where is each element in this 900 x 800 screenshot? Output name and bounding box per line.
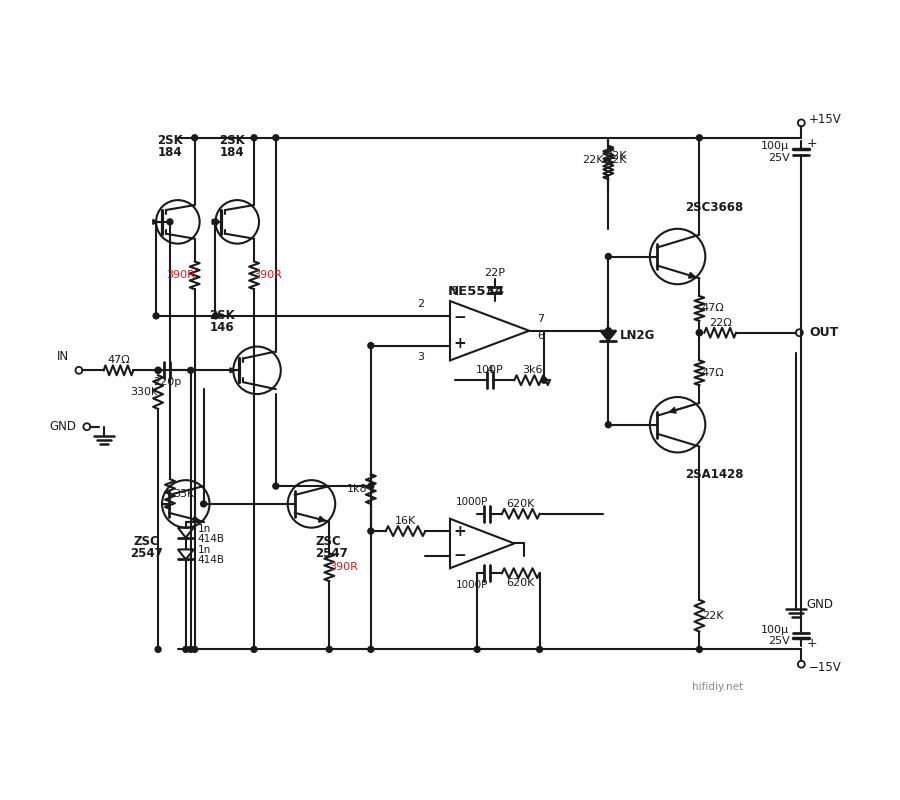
Text: LN2G: LN2G: [620, 329, 655, 342]
Text: 16K: 16K: [395, 516, 416, 526]
Text: 1000P: 1000P: [456, 497, 489, 507]
Circle shape: [192, 134, 198, 141]
Circle shape: [697, 134, 702, 141]
Text: 22K: 22K: [703, 610, 724, 621]
Text: GND: GND: [806, 598, 833, 611]
Circle shape: [697, 330, 702, 336]
Text: hifidiy.net: hifidiy.net: [691, 682, 742, 692]
Circle shape: [212, 219, 219, 225]
Text: 1k8: 1k8: [346, 484, 367, 494]
Circle shape: [188, 646, 194, 652]
Text: 414B: 414B: [198, 555, 225, 566]
Text: 100P: 100P: [476, 366, 503, 375]
Circle shape: [606, 328, 611, 334]
Text: 220p: 220p: [153, 377, 181, 387]
Circle shape: [155, 646, 161, 652]
Circle shape: [327, 646, 332, 652]
Text: IN: IN: [57, 350, 69, 363]
Text: 1n: 1n: [198, 524, 211, 534]
Text: 1n: 1n: [198, 546, 211, 555]
Text: 2SA1428: 2SA1428: [686, 468, 744, 481]
Text: 2SK: 2SK: [158, 134, 183, 147]
Text: ZSC: ZSC: [315, 535, 341, 548]
Text: +: +: [454, 524, 466, 539]
Text: 390R: 390R: [328, 562, 357, 572]
Text: 8: 8: [486, 286, 493, 296]
Text: 1000P: 1000P: [456, 580, 489, 590]
Circle shape: [697, 330, 702, 336]
Text: 3k6: 3k6: [522, 366, 543, 375]
Circle shape: [697, 646, 702, 652]
Text: 100μ: 100μ: [761, 625, 789, 634]
Text: OUT: OUT: [809, 326, 839, 339]
Text: 22K: 22K: [606, 154, 627, 165]
Text: 47Ω: 47Ω: [702, 303, 724, 314]
Text: 620K: 620K: [507, 578, 535, 588]
Text: −15V: −15V: [809, 661, 842, 674]
Text: 2: 2: [417, 299, 424, 309]
Circle shape: [192, 646, 198, 652]
Text: −: −: [454, 548, 466, 563]
Text: +: +: [454, 336, 466, 351]
Text: 22Ω: 22Ω: [709, 318, 732, 328]
Text: 620K: 620K: [507, 499, 535, 509]
Text: 4: 4: [486, 366, 493, 375]
Circle shape: [155, 367, 161, 374]
Text: 7: 7: [537, 314, 544, 324]
Circle shape: [273, 483, 279, 489]
Text: NE5534: NE5534: [448, 285, 505, 298]
Circle shape: [606, 422, 611, 428]
Circle shape: [188, 367, 194, 374]
Circle shape: [368, 646, 373, 652]
Text: 6: 6: [537, 330, 544, 341]
Circle shape: [536, 646, 543, 652]
Text: 390R: 390R: [254, 270, 283, 280]
Text: ZSC: ZSC: [133, 535, 159, 548]
Text: 414B: 414B: [198, 534, 225, 543]
Text: 2SK: 2SK: [220, 134, 245, 147]
Text: −: −: [454, 310, 466, 326]
Circle shape: [201, 501, 207, 507]
Circle shape: [273, 134, 279, 141]
Circle shape: [212, 313, 219, 319]
Text: 330k: 330k: [130, 387, 158, 397]
Circle shape: [251, 134, 257, 141]
Circle shape: [183, 646, 189, 652]
Text: 2SK: 2SK: [210, 310, 235, 322]
Circle shape: [541, 378, 547, 383]
Circle shape: [368, 483, 373, 489]
Text: +: +: [806, 137, 817, 150]
Text: 100μ: 100μ: [761, 141, 789, 150]
Text: 25V: 25V: [768, 153, 789, 162]
Circle shape: [251, 646, 257, 652]
Text: 47Ω: 47Ω: [107, 355, 130, 366]
Text: 2547: 2547: [130, 547, 163, 560]
Text: 3: 3: [417, 353, 424, 362]
Text: 146: 146: [210, 322, 235, 334]
Text: 25V: 25V: [768, 637, 789, 646]
Circle shape: [167, 219, 173, 225]
Text: 184: 184: [158, 146, 183, 159]
Text: 390R: 390R: [166, 270, 195, 280]
Circle shape: [474, 646, 481, 652]
Circle shape: [153, 313, 159, 319]
Polygon shape: [600, 330, 617, 341]
Text: 22K: 22K: [606, 150, 627, 161]
Circle shape: [368, 528, 373, 534]
Text: 184: 184: [220, 146, 245, 159]
Text: 47Ω: 47Ω: [702, 368, 724, 378]
Text: 22K: 22K: [581, 154, 603, 165]
Circle shape: [368, 342, 373, 349]
Circle shape: [606, 254, 611, 259]
Text: 2547: 2547: [315, 547, 348, 560]
Text: +15V: +15V: [809, 114, 842, 126]
Circle shape: [155, 367, 161, 374]
Text: 2SC3668: 2SC3668: [686, 201, 743, 214]
Text: 22P: 22P: [484, 268, 505, 278]
Text: 33K: 33K: [173, 489, 194, 499]
Text: GND: GND: [49, 420, 76, 434]
Text: 5: 5: [452, 286, 458, 296]
Text: +: +: [806, 637, 817, 650]
